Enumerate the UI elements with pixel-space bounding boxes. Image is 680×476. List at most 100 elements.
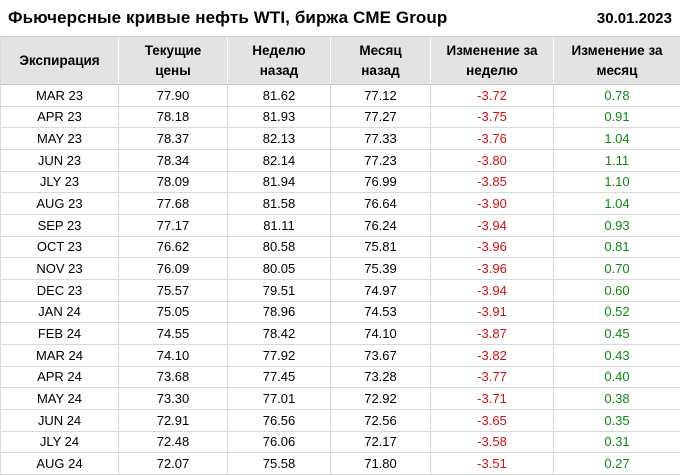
cell-current-price: 73.68 bbox=[118, 366, 228, 389]
cell-month-change: 0.27 bbox=[553, 452, 680, 475]
cell-month-ago: 77.23 bbox=[330, 149, 431, 172]
cell-month-ago: 77.27 bbox=[330, 106, 431, 129]
cell-current-price: 76.62 bbox=[118, 236, 228, 259]
cell-week-change: -3.85 bbox=[430, 171, 554, 194]
cell-month-change: 0.81 bbox=[553, 236, 680, 259]
cell-month-change: 0.91 bbox=[553, 106, 680, 129]
cell-current-price: 77.68 bbox=[118, 192, 228, 215]
cell-month-change: 0.40 bbox=[553, 366, 680, 389]
cell-month-change: 1.04 bbox=[553, 192, 680, 215]
cell-expiration: AUG 23 bbox=[0, 192, 119, 215]
cell-week-change: -3.87 bbox=[430, 322, 554, 345]
cell-week-change: -3.65 bbox=[430, 409, 554, 432]
column-header-week-change: Изменение за неделю bbox=[430, 36, 554, 85]
cell-month-ago: 75.39 bbox=[330, 257, 431, 280]
cell-week-change: -3.58 bbox=[430, 431, 554, 454]
cell-expiration: MAY 23 bbox=[0, 127, 119, 150]
cell-expiration: SEP 23 bbox=[0, 214, 119, 237]
table-row: SEP 23 77.17 81.11 76.24 -3.94 0.93 bbox=[0, 214, 680, 237]
column-header-month-change: Изменение за месяц bbox=[553, 36, 680, 85]
cell-month-ago: 74.53 bbox=[330, 301, 431, 324]
cell-current-price: 78.34 bbox=[118, 149, 228, 172]
cell-week-change: -3.51 bbox=[430, 452, 554, 475]
table-body: MAR 23 77.90 81.62 77.12 -3.72 0.78 APR 23 78.1… bbox=[0, 84, 680, 475]
column-header-expiration: Экспирация bbox=[0, 36, 119, 85]
cell-week-ago: 79.51 bbox=[227, 279, 331, 302]
cell-expiration: MAY 24 bbox=[0, 387, 119, 410]
cell-month-change: 0.35 bbox=[553, 409, 680, 432]
cell-week-change: -3.80 bbox=[430, 149, 554, 172]
cell-expiration: JUN 23 bbox=[0, 149, 119, 172]
cell-week-ago: 76.56 bbox=[227, 409, 331, 432]
cell-month-ago: 73.67 bbox=[330, 344, 431, 367]
cell-current-price: 75.57 bbox=[118, 279, 228, 302]
table-row: MAY 24 73.30 77.01 72.92 -3.71 0.38 bbox=[0, 387, 680, 410]
cell-week-ago: 80.58 bbox=[227, 236, 331, 259]
cell-current-price: 72.07 bbox=[118, 452, 228, 475]
cell-month-change: 1.10 bbox=[553, 171, 680, 194]
cell-current-price: 73.30 bbox=[118, 387, 228, 410]
table-row: APR 24 73.68 77.45 73.28 -3.77 0.40 bbox=[0, 366, 680, 389]
cell-expiration: NOV 23 bbox=[0, 257, 119, 280]
table-row: JAN 24 75.05 78.96 74.53 -3.91 0.52 bbox=[0, 301, 680, 324]
cell-expiration: MAR 23 bbox=[0, 84, 119, 107]
cell-month-change: 0.70 bbox=[553, 257, 680, 280]
table-row: APR 23 78.18 81.93 77.27 -3.75 0.91 bbox=[0, 106, 680, 129]
title-bar: Фьючерсные кривые нефть WTI, биржа CME G… bbox=[0, 0, 680, 36]
cell-current-price: 76.09 bbox=[118, 257, 228, 280]
cell-expiration: MAR 24 bbox=[0, 344, 119, 367]
cell-current-price: 72.48 bbox=[118, 431, 228, 454]
cell-current-price: 72.91 bbox=[118, 409, 228, 432]
cell-expiration: JLY 23 bbox=[0, 171, 119, 194]
cell-expiration: JAN 24 bbox=[0, 301, 119, 324]
cell-month-change: 0.31 bbox=[553, 431, 680, 454]
cell-month-change: 0.45 bbox=[553, 322, 680, 345]
cell-month-ago: 71.80 bbox=[330, 452, 431, 475]
cell-week-ago: 77.01 bbox=[227, 387, 331, 410]
cell-week-ago: 81.62 bbox=[227, 84, 331, 107]
cell-current-price: 74.55 bbox=[118, 322, 228, 345]
table-row: JLY 24 72.48 76.06 72.17 -3.58 0.31 bbox=[0, 431, 680, 454]
table-row: MAR 24 74.10 77.92 73.67 -3.82 0.43 bbox=[0, 344, 680, 367]
cell-expiration: FEB 24 bbox=[0, 322, 119, 345]
table-row: NOV 23 76.09 80.05 75.39 -3.96 0.70 bbox=[0, 257, 680, 280]
cell-expiration: DEC 23 bbox=[0, 279, 119, 302]
table-row: MAR 23 77.90 81.62 77.12 -3.72 0.78 bbox=[0, 84, 680, 107]
table-row: JUN 24 72.91 76.56 72.56 -3.65 0.35 bbox=[0, 409, 680, 432]
cell-month-change: 1.11 bbox=[553, 149, 680, 172]
cell-week-change: -3.77 bbox=[430, 366, 554, 389]
cell-week-change: -3.72 bbox=[430, 84, 554, 107]
cell-month-change: 0.78 bbox=[553, 84, 680, 107]
cell-expiration: OCT 23 bbox=[0, 236, 119, 259]
cell-week-ago: 81.58 bbox=[227, 192, 331, 215]
cell-expiration: APR 24 bbox=[0, 366, 119, 389]
cell-month-change: 0.43 bbox=[553, 344, 680, 367]
cell-week-change: -3.71 bbox=[430, 387, 554, 410]
cell-month-ago: 72.56 bbox=[330, 409, 431, 432]
cell-week-change: -3.91 bbox=[430, 301, 554, 324]
report-date: 30.01.2023 bbox=[596, 9, 672, 27]
cell-current-price: 75.05 bbox=[118, 301, 228, 324]
header-row: Экспирация Текущие цены Неделю назад Месяц … bbox=[0, 36, 680, 85]
cell-week-ago: 77.92 bbox=[227, 344, 331, 367]
table-row: JLY 23 78.09 81.94 76.99 -3.85 1.10 bbox=[0, 171, 680, 194]
cell-month-ago: 76.99 bbox=[330, 171, 431, 194]
cell-week-change: -3.76 bbox=[430, 127, 554, 150]
cell-week-ago: 82.13 bbox=[227, 127, 331, 150]
cell-month-ago: 77.33 bbox=[330, 127, 431, 150]
cell-current-price: 74.10 bbox=[118, 344, 228, 367]
cell-week-change: -3.75 bbox=[430, 106, 554, 129]
cell-month-ago: 77.12 bbox=[330, 84, 431, 107]
cell-expiration: JUN 24 bbox=[0, 409, 119, 432]
cell-week-change: -3.94 bbox=[430, 214, 554, 237]
cell-current-price: 78.18 bbox=[118, 106, 228, 129]
column-header-month-ago: Месяц назад bbox=[330, 36, 431, 85]
cell-week-change: -3.90 bbox=[430, 192, 554, 215]
table-row: OCT 23 76.62 80.58 75.81 -3.96 0.81 bbox=[0, 236, 680, 259]
cell-expiration: APR 23 bbox=[0, 106, 119, 129]
cell-week-ago: 78.96 bbox=[227, 301, 331, 324]
cell-month-change: 0.38 bbox=[553, 387, 680, 410]
cell-month-change: 1.04 bbox=[553, 127, 680, 150]
cell-month-ago: 73.28 bbox=[330, 366, 431, 389]
